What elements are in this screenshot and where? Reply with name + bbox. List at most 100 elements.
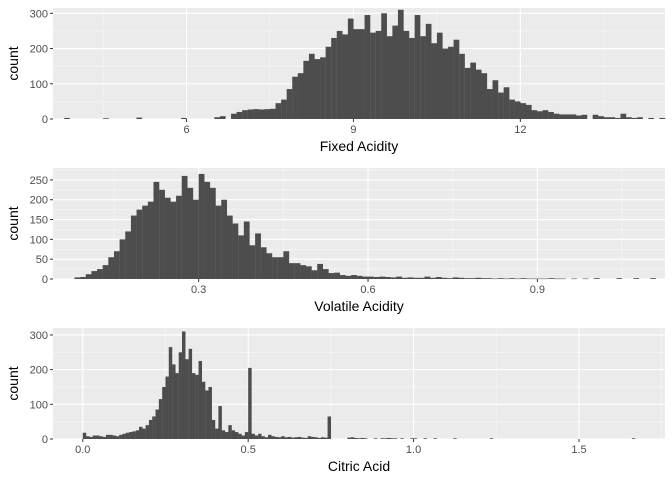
histogram-bar <box>433 438 437 439</box>
histogram-bar <box>481 73 488 119</box>
histogram-bar <box>180 117 187 119</box>
histogram-bar <box>215 205 222 279</box>
histogram-bar <box>74 277 81 279</box>
histogram-bar <box>103 118 109 119</box>
histogram-bar <box>548 111 554 119</box>
histogram-bar <box>112 435 117 439</box>
histogram-bar <box>115 436 120 439</box>
histogram-bar <box>368 276 374 279</box>
histogram-bar <box>109 434 113 439</box>
histogram-bar <box>187 187 194 279</box>
y-tick-label: 0 <box>42 434 48 446</box>
x-tick-label: 6 <box>183 124 189 136</box>
histogram-bar <box>219 116 226 119</box>
histogram-bar <box>91 271 98 279</box>
histogram-bar <box>162 386 166 439</box>
histogram-bar <box>328 273 335 279</box>
histogram-bar <box>373 438 378 439</box>
histogram-bar <box>175 373 179 439</box>
histogram-bar <box>420 36 426 119</box>
histogram-bar <box>145 425 150 439</box>
histogram-bar <box>152 416 156 439</box>
y-tick-label: 100 <box>30 399 48 411</box>
histogram-bar <box>297 436 302 439</box>
histogram-bar <box>351 275 357 279</box>
histogram-bar <box>136 117 143 119</box>
histogram-bar <box>497 278 504 279</box>
histogram-bar <box>214 117 221 119</box>
histogram-bar <box>232 223 239 279</box>
histogram-bar <box>125 231 132 279</box>
y-tick-label: 100 <box>30 234 48 246</box>
histogram-bar <box>380 438 384 439</box>
histogram-bar <box>198 173 205 279</box>
histogram-bar <box>425 23 432 119</box>
y-tick-label: 200 <box>30 44 48 56</box>
y-tick-label: 50 <box>36 254 48 266</box>
histogram-bar <box>168 347 173 439</box>
panel-background <box>53 328 665 439</box>
x-tick-label: 12 <box>514 124 526 136</box>
x-tick-label: 0.0 <box>75 444 90 456</box>
histogram-bar <box>379 276 386 279</box>
histogram-bar <box>148 419 153 439</box>
histogram-bar <box>247 109 254 119</box>
histogram-bar <box>525 104 532 119</box>
histogram-bar <box>317 437 322 439</box>
histogram-bar <box>211 419 216 439</box>
histogram-bar <box>400 438 404 439</box>
histogram-bar <box>631 117 638 119</box>
histogram-bar <box>397 9 404 120</box>
histogram-bar <box>142 428 146 439</box>
histogram-bar <box>392 25 399 119</box>
histogram-bar <box>345 275 352 279</box>
histogram-bar <box>317 263 324 279</box>
histogram-bar <box>181 175 188 279</box>
histogram-bar <box>514 278 521 280</box>
histogram-bar <box>435 277 442 279</box>
histogram-bar <box>631 438 636 439</box>
histogram-bar <box>593 278 600 279</box>
histogram-bar <box>292 76 298 119</box>
histogram-bar <box>614 117 621 119</box>
histogram-bar <box>209 187 216 279</box>
histogram-bar <box>85 274 92 279</box>
histogram-bar <box>228 425 232 439</box>
histogram-bar <box>258 433 262 439</box>
x-tick-label: 1.0 <box>406 444 421 456</box>
y-tick-label: 300 <box>30 8 48 20</box>
histogram-bar <box>325 46 332 120</box>
histogram-bar <box>396 276 403 279</box>
histogram-bar <box>498 92 504 119</box>
histogram-bar <box>264 109 271 119</box>
histogram-bar <box>130 215 137 279</box>
histogram-bar <box>553 113 560 119</box>
x-tick-label: 0.5 <box>241 444 256 456</box>
histogram-bar <box>105 434 110 439</box>
histogram-bar <box>119 434 123 439</box>
histogram-bar <box>414 15 421 119</box>
histogram-bar <box>297 73 304 119</box>
histogram-bar <box>248 367 252 439</box>
x-tick-label: 9 <box>350 124 356 136</box>
histogram-bar <box>486 278 493 279</box>
histogram-bar <box>135 430 140 439</box>
histogram-bar <box>113 251 120 279</box>
x-axis-title: Citric Acid <box>328 458 390 474</box>
histogram-bar <box>320 57 326 119</box>
histogram-bar <box>172 364 176 439</box>
histogram-bar <box>208 386 212 439</box>
histogram-bar <box>96 435 100 439</box>
histogram-bar <box>418 277 425 279</box>
histogram-bar <box>108 257 115 279</box>
histogram-bar <box>225 432 229 439</box>
histogram-bar <box>464 67 471 119</box>
y-tick-label: 0 <box>42 114 48 126</box>
histogram-bar <box>281 436 285 439</box>
histogram-bar <box>413 277 419 279</box>
histogram-bar <box>592 114 599 119</box>
histogram-bar <box>403 30 410 119</box>
y-tick-label: 150 <box>30 215 48 227</box>
histogram-bar <box>469 278 476 279</box>
histogram-bar <box>193 199 199 279</box>
